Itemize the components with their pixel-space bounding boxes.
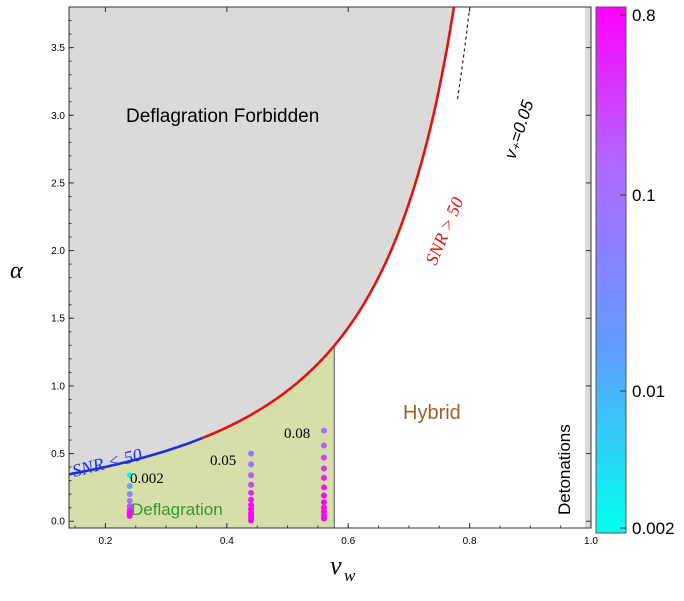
- point-label-0.05: 0.05: [210, 453, 236, 469]
- point-label-0.08: 0.08: [284, 426, 310, 442]
- y-tick-label: 2.5: [51, 178, 65, 189]
- snr-low-curve: [69, 436, 203, 476]
- data-point: [126, 512, 133, 519]
- data-point: [248, 496, 255, 503]
- data-point: [248, 481, 255, 488]
- data-point: [320, 492, 327, 499]
- data-point: [248, 461, 255, 468]
- data-point: [126, 491, 133, 498]
- y-tick-label: 2.0: [51, 246, 65, 257]
- y-tick-label: 0.0: [51, 517, 65, 528]
- x-tick-label: 0.4: [220, 536, 234, 547]
- plot-frame: [68, 6, 592, 529]
- data-point: [320, 474, 327, 481]
- data-point: [320, 499, 327, 506]
- region-label-hybrid: Hybrid: [403, 402, 461, 424]
- x-axis-label-main: v: [330, 551, 342, 580]
- region-label-forbidden: Deflagration Forbidden: [126, 106, 319, 127]
- x-tick-label: 0.6: [341, 536, 355, 547]
- y-tick-label: 1.5: [51, 314, 65, 325]
- data-point: [126, 483, 133, 490]
- snr-high-curve: [201, 7, 456, 440]
- lower-boundary-band: [69, 7, 585, 528]
- data-point: [320, 484, 327, 491]
- data-point: [126, 497, 133, 504]
- axis-ticks: 0.2 0.4 0.6 0.8 1.0 0.0 0.5 1.0 1.5 2.0 2.5 3.0 3.5: [51, 7, 598, 547]
- data-point: [320, 427, 327, 434]
- x-tick-label: 0.8: [463, 536, 477, 547]
- region-label-deflagration: Deflagration: [131, 500, 223, 519]
- y-axis-label: α: [10, 258, 23, 284]
- colorbar-tick-label: 0.01: [632, 382, 665, 401]
- data-point: [248, 489, 255, 496]
- x-tick-label: 0.2: [98, 536, 112, 547]
- scatter-points: [126, 427, 327, 524]
- colorbar-tick-label: 0.002: [632, 519, 675, 538]
- region-label-detonations: Detonations: [555, 424, 574, 515]
- data-point: [320, 515, 327, 522]
- data-point: [248, 472, 255, 479]
- data-point: [248, 517, 255, 524]
- data-point: [126, 472, 133, 479]
- data-point: [320, 442, 327, 449]
- x-tick-label: 1.0: [584, 536, 598, 547]
- x-axis-label-sub: w: [344, 566, 356, 585]
- y-tick-label: 3.5: [51, 43, 65, 54]
- colorbar-ticks: [620, 14, 626, 529]
- data-point: [320, 454, 327, 461]
- deflagration-region: [69, 345, 335, 528]
- colorbar: [595, 6, 627, 534]
- colorbar-tick-label: 0.8: [632, 6, 656, 25]
- point-label-0.002: 0.002: [130, 471, 164, 487]
- colorbar-tick-label: 0.1: [632, 186, 656, 205]
- data-point: [248, 450, 255, 457]
- data-point: [320, 465, 327, 472]
- y-tick-label: 0.5: [51, 449, 65, 460]
- x-axis-label: v w: [330, 551, 356, 585]
- y-tick-label: 3.0: [51, 111, 65, 122]
- y-tick-label: 1.0: [51, 381, 65, 392]
